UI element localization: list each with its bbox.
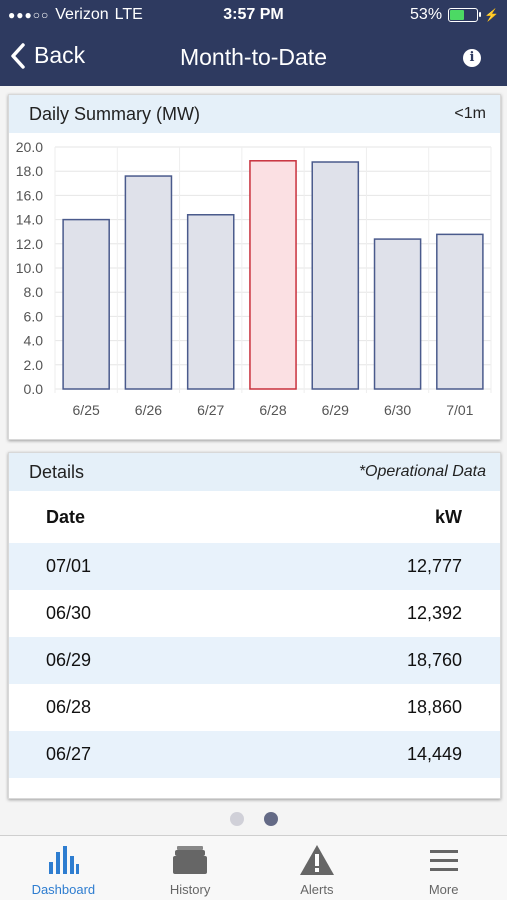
y-tick-label: 2.0	[24, 357, 44, 373]
row-date: 06/28	[46, 697, 92, 717]
charging-icon: ⚡	[484, 8, 499, 22]
row-date: 06/30	[46, 603, 92, 623]
chevron-left-icon	[11, 42, 25, 69]
y-tick-label: 14.0	[16, 212, 43, 228]
battery-icon	[448, 8, 482, 22]
table-row[interactable]: 07/01 12,777	[9, 543, 500, 590]
bar-chart-icon	[49, 846, 80, 874]
y-tick-label: 8.0	[24, 284, 44, 300]
tab-label: History	[169, 882, 211, 897]
x-tick-label: 6/27	[197, 402, 224, 418]
last-updated: <1m	[454, 105, 486, 122]
x-tick-label: 6/28	[259, 402, 286, 418]
row-date: 06/27	[46, 744, 92, 764]
table-header: Date kW	[9, 491, 500, 543]
table-row[interactable]: 06/28 18,860	[9, 684, 500, 731]
y-tick-label: 16.0	[16, 187, 43, 203]
nav-bar: Back Month-to-Date i	[0, 30, 507, 86]
bar	[373, 238, 422, 390]
back-label: Back	[34, 42, 86, 68]
operational-data-note: *Operational Data	[358, 463, 486, 480]
bar	[124, 175, 173, 390]
menu-icon	[429, 850, 458, 871]
daily-summary-chart: 0.0 2.0 4.0 6.0 8.0 10.0 12.0 14.0 16.0 18.0 20.0 6…	[16, 139, 492, 418]
bar-highlighted	[249, 160, 297, 390]
status-bar: ●●●○○ Verizon LTE 3:57 PM 53% ⚡	[0, 0, 507, 30]
bar	[186, 214, 235, 390]
y-tick-label: 20.0	[16, 139, 43, 155]
x-tick-label: 6/26	[135, 402, 162, 418]
column-header-date: Date	[46, 506, 86, 527]
info-icon[interactable]: i	[463, 49, 481, 67]
x-tick-label: 7/01	[446, 402, 473, 418]
column-header-kw: kW	[435, 506, 462, 527]
status-right: 53% ⚡	[410, 6, 499, 24]
row-kw: 14,449	[406, 744, 462, 764]
network-type: LTE	[114, 6, 143, 23]
signal-icon: ●●●○○	[8, 8, 50, 22]
y-tick-label: 18.0	[16, 163, 43, 179]
page-indicator[interactable]	[0, 812, 507, 826]
table-row[interactable]: 06/29 18,760	[9, 637, 500, 684]
bar	[436, 233, 484, 390]
back-button[interactable]: Back	[10, 42, 85, 69]
details-header: Details *Operational Data	[9, 453, 500, 491]
daily-summary-title: Daily Summary (MW)	[29, 103, 200, 124]
row-kw: 18,760	[406, 650, 462, 670]
tab-label: Dashboard	[31, 882, 96, 897]
table-row[interactable]: 06/27 14,449	[9, 731, 500, 778]
y-tick-label: 0.0	[24, 381, 44, 397]
x-tick-label: 6/29	[322, 402, 349, 418]
row-kw: 18,860	[406, 697, 462, 717]
tab-alerts[interactable]: Alerts	[254, 836, 381, 900]
page-title: Month-to-Date	[179, 44, 327, 70]
details-title: Details	[29, 461, 85, 482]
row-date: 07/01	[46, 556, 92, 576]
warning-icon	[299, 845, 334, 875]
y-tick-label: 4.0	[24, 333, 44, 349]
status-left: ●●●○○ Verizon LTE	[8, 6, 143, 24]
daily-summary-header: Daily Summary (MW) <1m	[9, 95, 500, 133]
tab-dashboard[interactable]: Dashboard	[0, 836, 127, 900]
y-tick-label: 6.0	[24, 308, 44, 324]
row-date: 06/29	[46, 650, 92, 670]
x-tick-label: 6/30	[384, 402, 411, 418]
page-dot-active[interactable]	[263, 812, 278, 826]
status-time: 3:57 PM	[223, 6, 284, 23]
page-dot[interactable]	[229, 812, 244, 826]
tab-history[interactable]: History	[127, 836, 254, 900]
y-tick-label: 10.0	[16, 260, 43, 276]
table-row[interactable]: 06/30 12,392	[9, 590, 500, 637]
tab-label: Alerts	[300, 882, 334, 897]
row-kw: 12,777	[406, 556, 462, 576]
tab-bar: Dashboard History Alerts More	[0, 835, 507, 900]
bar	[62, 218, 110, 390]
y-tick-label: 12.0	[16, 236, 43, 252]
tab-label: More	[428, 882, 459, 897]
battery-percent: 53%	[410, 6, 443, 23]
daily-summary-card: Daily Summary (MW) <1m 0.0 2.0 4.0 6.0 8.0 10…	[8, 94, 501, 440]
tab-more[interactable]: More	[380, 836, 507, 900]
x-tick-label: 6/25	[73, 402, 100, 418]
details-card: Details *Operational Data Date kW 07/01 …	[8, 452, 501, 799]
row-kw: 12,392	[406, 603, 462, 623]
carrier-name: Verizon	[55, 6, 109, 23]
bar	[311, 161, 360, 390]
folder-icon	[173, 846, 208, 874]
